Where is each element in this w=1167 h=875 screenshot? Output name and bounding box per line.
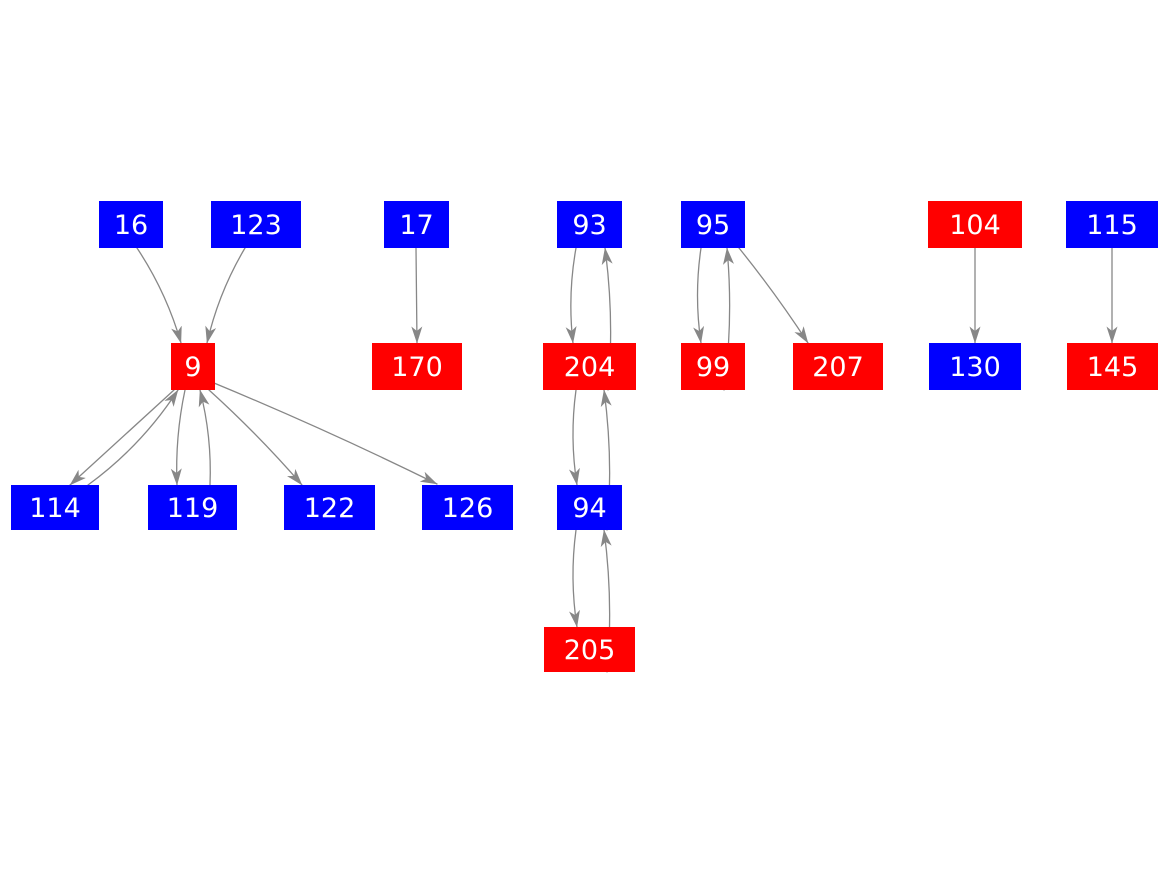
node-94: 94 <box>557 485 622 530</box>
node-115-label: 115 <box>1086 210 1138 241</box>
edge-17-to-170 <box>411 247 423 344</box>
node-94-box <box>557 485 622 530</box>
edge-119-to-9 <box>198 389 211 486</box>
node-123-label: 123 <box>230 210 282 241</box>
node-99: 99 <box>681 343 745 390</box>
edge-16-to-9 <box>136 247 182 344</box>
node-204-box <box>543 343 636 390</box>
node-99-label: 99 <box>696 352 730 383</box>
node-119: 119 <box>148 485 237 530</box>
node-17-label: 17 <box>399 210 433 241</box>
node-93-box <box>557 201 622 248</box>
edge-95-to-99 <box>693 247 705 344</box>
node-114-box <box>11 485 99 530</box>
edge-9-to-114 <box>69 389 175 486</box>
node-114: 114 <box>11 485 99 530</box>
node-170-box <box>372 343 462 390</box>
node-115: 115 <box>1066 201 1158 248</box>
node-119-box <box>148 485 237 530</box>
node-170: 170 <box>372 343 462 390</box>
node-93: 93 <box>557 201 622 248</box>
node-93-label: 93 <box>572 210 606 241</box>
node-205-label: 205 <box>564 635 616 666</box>
node-123-box <box>211 201 301 248</box>
node-94-label: 94 <box>572 493 606 524</box>
node-95-label: 95 <box>696 210 730 241</box>
node-170-label: 170 <box>391 352 443 383</box>
node-95-box <box>681 201 745 248</box>
node-122: 122 <box>284 485 375 530</box>
node-9-label: 9 <box>184 352 201 383</box>
node-95: 95 <box>681 201 745 248</box>
node-205: 205 <box>544 627 635 672</box>
node-145-label: 145 <box>1087 352 1139 383</box>
edges-layer <box>69 247 1118 673</box>
edge-9-to-122 <box>208 389 303 486</box>
nodes-layer: 16 123 17 93 95 104 115 9 170 204 99 207 130 145 114 11… <box>11 201 1158 672</box>
node-119-label: 119 <box>167 493 219 524</box>
node-145: 145 <box>1067 343 1158 390</box>
node-145-box <box>1067 343 1158 390</box>
edge-204-to-94 <box>568 389 580 486</box>
edge-95-to-207 <box>738 247 809 344</box>
edge-9-to-126 <box>213 382 438 485</box>
edge-114-to-9 <box>87 389 179 486</box>
node-204-label: 204 <box>564 352 616 383</box>
node-130-label: 130 <box>949 352 1001 383</box>
node-122-box <box>284 485 375 530</box>
node-207-label: 207 <box>812 352 864 383</box>
edge-93-to-204 <box>565 247 577 344</box>
node-16-box <box>99 201 163 248</box>
node-104: 104 <box>928 201 1022 248</box>
node-16-label: 16 <box>114 210 148 241</box>
node-130: 130 <box>929 343 1021 390</box>
node-9-box <box>171 343 215 390</box>
node-104-box <box>928 201 1022 248</box>
node-115-box <box>1066 201 1158 248</box>
node-123: 123 <box>211 201 301 248</box>
node-9: 9 <box>171 343 215 390</box>
node-205-box <box>544 627 635 672</box>
node-207-box <box>793 343 883 390</box>
edge-123-to-9 <box>205 247 246 344</box>
node-122-label: 122 <box>304 493 356 524</box>
node-204: 204 <box>543 343 636 390</box>
node-130-box <box>929 343 1021 390</box>
node-114-label: 114 <box>29 493 81 524</box>
node-104-label: 104 <box>949 210 1001 241</box>
node-126-label: 126 <box>442 493 494 524</box>
node-17-box <box>384 201 449 248</box>
node-16: 16 <box>99 201 163 248</box>
edge-94-to-205 <box>569 529 580 628</box>
node-126-box <box>422 485 513 530</box>
edge-9-to-119 <box>170 389 186 486</box>
node-126: 126 <box>422 485 513 530</box>
node-17: 17 <box>384 201 449 248</box>
node-207: 207 <box>793 343 883 390</box>
node-99-box <box>681 343 745 390</box>
